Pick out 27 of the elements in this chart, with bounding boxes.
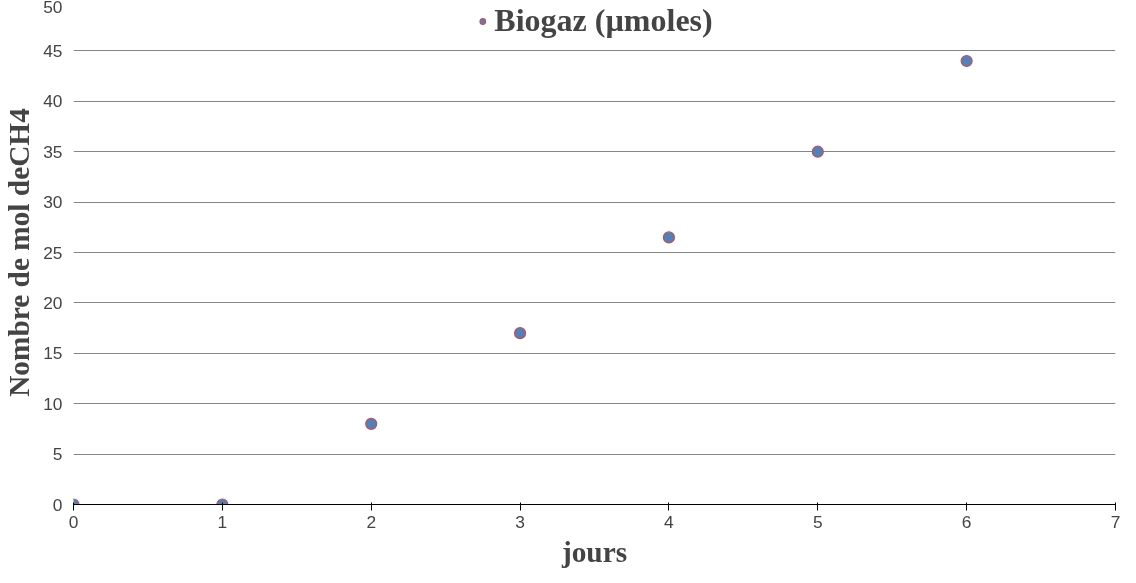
- y-tick-label: 35: [43, 141, 63, 162]
- point: [513, 327, 527, 340]
- y-tick-label: 25: [43, 242, 63, 263]
- point: [365, 417, 378, 430]
- x-tick-label: 3: [515, 511, 525, 532]
- x-tick-label: 0: [68, 511, 79, 532]
- y-tick-label: 50: [43, 0, 63, 17]
- y-tick-label: 15: [43, 343, 63, 364]
- x-tick-label: 4: [664, 511, 675, 532]
- x-axis-title: jours: [560, 535, 628, 568]
- x-tick-label: 7: [1110, 511, 1121, 532]
- y-tick-label: 30: [43, 192, 63, 213]
- y-tick-label: 40: [43, 91, 63, 112]
- x-tick-label: 6: [961, 511, 972, 532]
- legend-label: Biogaz (µmoles): [494, 2, 713, 39]
- y-tick-label: 20: [43, 292, 63, 313]
- x-tick-label: 2: [366, 511, 377, 532]
- y-tick-label: 0: [52, 494, 63, 515]
- point: [960, 54, 973, 68]
- x-tick-label: 5: [812, 511, 823, 532]
- y-tick-label: 5: [52, 444, 63, 465]
- point: [811, 145, 824, 158]
- y-tick-label: 45: [43, 40, 63, 61]
- point: [662, 231, 676, 244]
- x-tick-label: 1: [217, 511, 228, 532]
- y-tick-label: 10: [43, 393, 63, 414]
- y-axis-title: Nombre de mol deCH4: [3, 107, 36, 397]
